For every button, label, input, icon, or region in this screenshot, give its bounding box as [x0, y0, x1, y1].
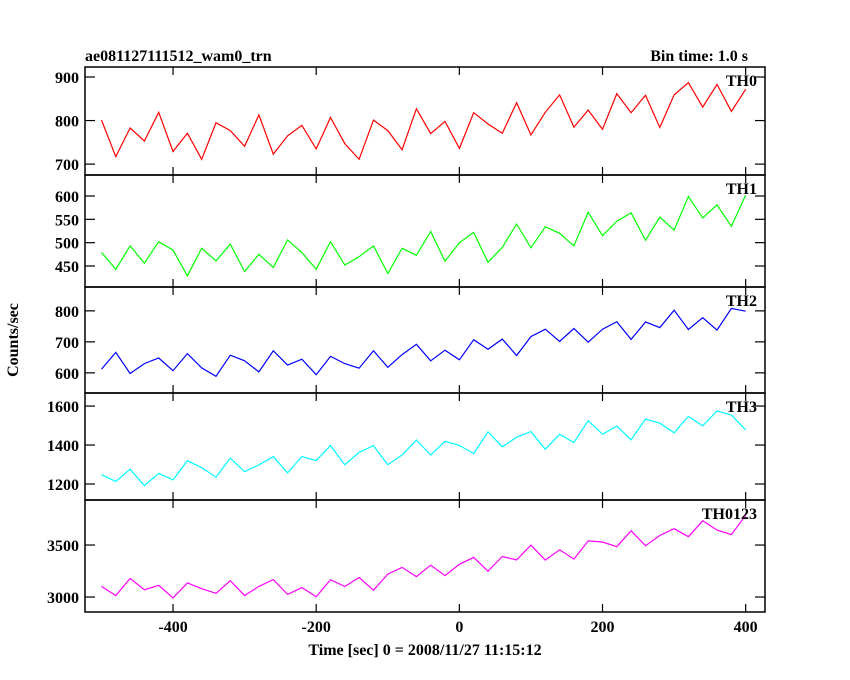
y-tick-label: 600 [55, 366, 79, 383]
x-tick-label: 0 [455, 619, 463, 636]
panel-label: TH1 [726, 181, 757, 198]
chart-title: ae081127111512_wam0_trn [85, 48, 272, 65]
y-tick-label: 600 [55, 189, 79, 206]
x-tick-label: -400 [158, 619, 187, 636]
y-tick-label: 450 [55, 259, 79, 276]
y-tick-label: 500 [55, 236, 79, 253]
y-tick-label: 550 [55, 212, 79, 229]
y-tick-label: 900 [55, 70, 79, 87]
data-line [101, 514, 747, 599]
panel-label: TH0123 [702, 506, 757, 523]
panel-label: TH2 [726, 293, 757, 310]
panel-frame [84, 392, 766, 501]
panel-frame [84, 499, 766, 613]
panel-frame [84, 286, 766, 394]
panel-frame [84, 174, 766, 288]
y-tick-label: 1600 [47, 399, 79, 416]
y-tick-label: 3000 [47, 590, 79, 607]
y-tick-label: 1200 [47, 477, 79, 494]
data-line [101, 410, 747, 487]
bin-time: Bin time: 1.0 s [650, 48, 748, 65]
x-axis-label: Time [sec] 0 = 2008/11/27 11:15:12 [308, 642, 541, 659]
y-tick-label: 1400 [47, 438, 79, 455]
y-axis-label: Counts/sec [5, 303, 22, 377]
panel-label: TH3 [726, 399, 757, 416]
data-line [101, 194, 747, 278]
x-tick-label: -200 [302, 619, 331, 636]
y-tick-label: 800 [55, 114, 79, 131]
panel-label: TH0 [726, 73, 757, 90]
data-line [100, 81, 747, 161]
data-line [101, 307, 746, 378]
x-tick-label: 200 [591, 619, 615, 636]
y-tick-label: 3500 [47, 538, 79, 555]
y-tick-label: 700 [55, 157, 79, 174]
x-tick-label: 400 [734, 619, 758, 636]
y-tick-label: 700 [55, 335, 79, 352]
y-tick-label: 800 [55, 304, 79, 321]
